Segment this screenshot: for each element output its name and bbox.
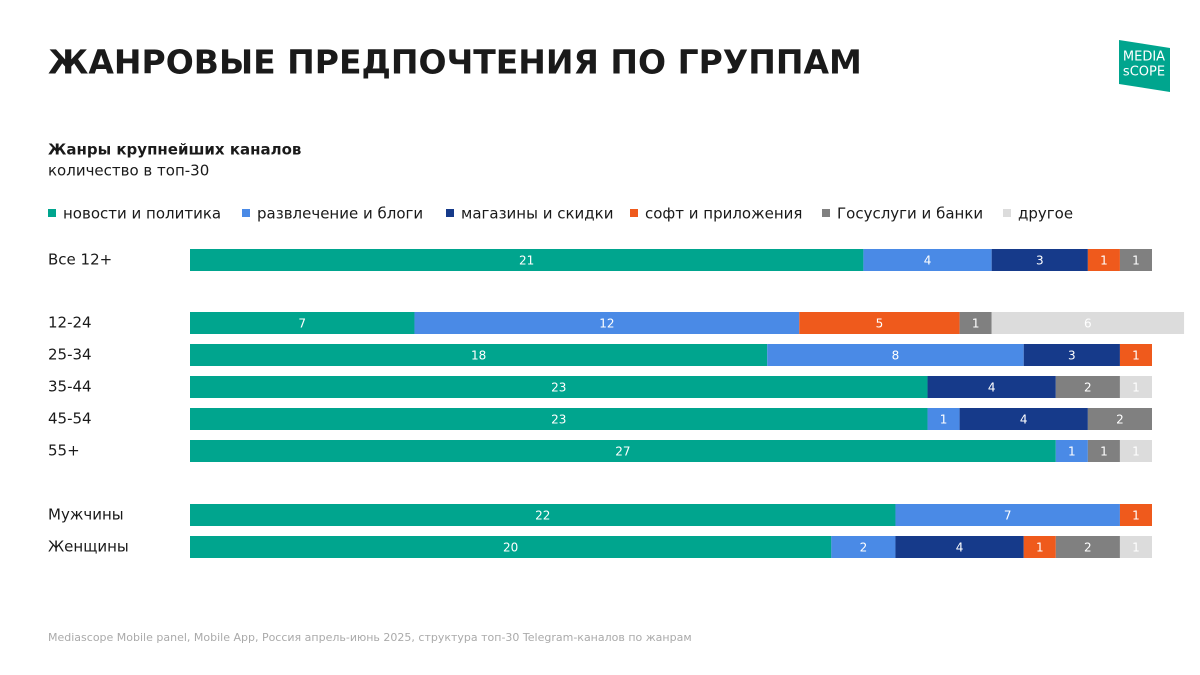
value-label: 1 (1132, 381, 1140, 395)
value-label: 1 (1036, 541, 1044, 555)
value-label: 5 (876, 317, 884, 331)
bar-segment (959, 408, 1088, 430)
bar-segment (190, 536, 832, 558)
legend-label: софт и приложения (645, 205, 802, 223)
value-label: 21 (519, 254, 534, 268)
value-label: 4 (956, 541, 964, 555)
subtitle: Жанры крупнейших каналов (48, 141, 301, 159)
value-label: 27 (615, 445, 630, 459)
bar-segment (959, 312, 992, 334)
value-label: 23 (551, 413, 566, 427)
bar-segment (895, 504, 1120, 526)
bar-segment (1055, 536, 1120, 558)
logo-shape (1119, 40, 1170, 92)
value-label: 6 (1084, 317, 1092, 331)
legend-swatch (48, 209, 56, 217)
y-tick-label: 45-54 (48, 410, 92, 428)
value-label: 2 (1084, 541, 1092, 555)
legend-label: другое (1018, 205, 1073, 223)
bar-segment (1087, 408, 1152, 430)
value-label: 1 (1132, 254, 1140, 268)
y-tick-label: 25-34 (48, 346, 92, 364)
y-tick-label: 35-44 (48, 378, 92, 396)
bar-segment (190, 249, 864, 271)
source: Mediascope Mobile panel, Mobile App, Рос… (48, 631, 692, 644)
bar-segment (190, 376, 928, 398)
bar-segment (831, 536, 896, 558)
logo-text: MEDIA (1123, 50, 1165, 65)
bar-segment (1023, 344, 1120, 366)
bar-segment (1119, 536, 1152, 558)
bar-segment (1055, 440, 1088, 462)
bar-segment (863, 249, 992, 271)
value-label: 22 (535, 509, 550, 523)
bar-segment (1023, 536, 1056, 558)
bar-segment (1119, 344, 1152, 366)
value-label: 2 (1116, 413, 1124, 427)
bar-segment (991, 312, 1185, 334)
y-tick-label: Все 12+ (48, 251, 112, 269)
value-label: 3 (1036, 254, 1044, 268)
value-label: 1 (940, 413, 948, 427)
bar-segment (799, 312, 960, 334)
chart-title: ЖАНРОВЫЕ ПРЕДПОЧТЕНИЯ ПО ГРУППАМ (48, 43, 862, 82)
bar-segment (1119, 504, 1152, 526)
bar-segment (767, 344, 1024, 366)
bar-segment (1087, 249, 1120, 271)
bar-segment (190, 408, 928, 430)
value-label: 1 (1132, 349, 1140, 363)
value-label: 1 (1132, 509, 1140, 523)
value-label: 20 (503, 541, 518, 555)
value-label: 2 (860, 541, 868, 555)
bar-segment (991, 249, 1088, 271)
value-label: 1 (972, 317, 980, 331)
value-label: 1 (1100, 445, 1108, 459)
legend-label: развлечение и блоги (257, 205, 423, 223)
unit-note: количество в топ-30 (48, 162, 209, 180)
value-label: 7 (298, 317, 306, 331)
legend-swatch (242, 209, 250, 217)
logo: MEDIA sCOPE (1119, 40, 1170, 92)
value-label: 4 (1020, 413, 1028, 427)
legend-label: новости и политика (63, 205, 221, 223)
value-label: 3 (1068, 349, 1076, 363)
logo-text: sCOPE (1123, 65, 1165, 80)
value-label: 7 (1004, 509, 1012, 523)
legend-label: Госуслуги и банки (837, 205, 983, 223)
legend-swatch (630, 209, 638, 217)
bar-segment (1087, 440, 1120, 462)
legend-swatch (822, 209, 830, 217)
value-label: 4 (924, 254, 932, 268)
bar-segment (1119, 249, 1152, 271)
bar-segment (414, 312, 800, 334)
value-label: 4 (988, 381, 996, 395)
legend-swatch (446, 209, 454, 217)
bar-segment (927, 408, 960, 430)
y-tick-label: 12-24 (48, 314, 92, 332)
legend-label: магазины и скидки (461, 205, 613, 223)
y-tick-label: Мужчины (48, 506, 124, 524)
value-label: 2 (1084, 381, 1092, 395)
bar-segment (1119, 376, 1152, 398)
bar-segment (927, 376, 1056, 398)
bar-segment (190, 504, 896, 526)
value-label: 18 (471, 349, 486, 363)
value-label: 8 (892, 349, 900, 363)
value-label: 1 (1100, 254, 1108, 268)
y-tick-label: Женщины (48, 538, 129, 556)
value-label: 1 (1132, 445, 1140, 459)
value-label: 12 (599, 317, 614, 331)
bar-segment (190, 344, 768, 366)
value-label: 1 (1132, 541, 1140, 555)
value-label: 1 (1068, 445, 1076, 459)
bar-segment (1119, 440, 1152, 462)
value-label: 23 (551, 381, 566, 395)
bar-segment (1055, 376, 1120, 398)
bar-segment (190, 440, 1056, 462)
y-tick-label: 55+ (48, 442, 80, 460)
legend-swatch (1003, 209, 1011, 217)
bar-segment (895, 536, 1024, 558)
bar-segment (190, 312, 415, 334)
